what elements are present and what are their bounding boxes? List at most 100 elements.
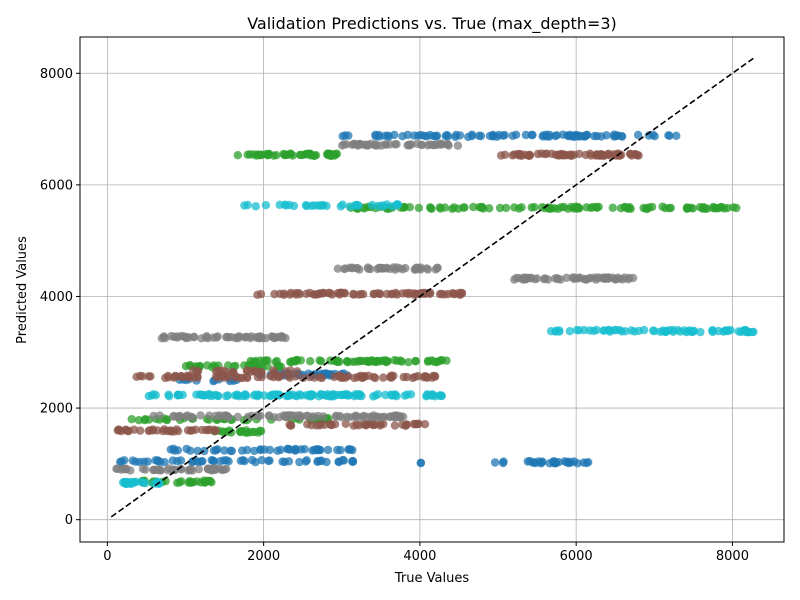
data-point bbox=[411, 289, 420, 299]
data-point bbox=[305, 392, 314, 401]
data-point bbox=[206, 391, 216, 401]
data-point bbox=[222, 367, 231, 377]
data-point bbox=[270, 368, 279, 377]
data-point bbox=[228, 368, 238, 377]
data-point bbox=[586, 149, 595, 158]
data-point bbox=[432, 263, 442, 273]
y-tick-label: 0 bbox=[65, 513, 73, 528]
data-point bbox=[618, 275, 627, 284]
x-axis-title: True Values bbox=[394, 571, 469, 586]
data-point bbox=[251, 202, 260, 211]
data-point bbox=[134, 416, 144, 425]
data-point bbox=[293, 367, 302, 376]
data-point bbox=[181, 412, 191, 421]
data-point bbox=[209, 333, 218, 342]
data-point bbox=[422, 132, 431, 141]
data-point bbox=[205, 476, 214, 486]
data-point bbox=[353, 141, 363, 150]
data-point bbox=[436, 204, 445, 213]
data-point bbox=[523, 457, 532, 466]
data-point bbox=[343, 372, 353, 381]
data-point bbox=[289, 201, 299, 211]
data-point bbox=[569, 150, 579, 159]
data-point bbox=[131, 457, 140, 466]
data-point bbox=[153, 477, 162, 486]
data-point bbox=[586, 203, 596, 213]
data-point bbox=[257, 456, 266, 465]
data-point bbox=[188, 457, 197, 467]
data-point bbox=[335, 290, 344, 299]
x-tick-label: 8000 bbox=[716, 549, 749, 564]
data-point bbox=[455, 131, 465, 140]
reference-line bbox=[110, 57, 754, 518]
data-point bbox=[428, 140, 437, 150]
data-point bbox=[340, 140, 349, 149]
data-point bbox=[269, 413, 279, 422]
data-point bbox=[333, 264, 343, 273]
data-point bbox=[317, 373, 327, 383]
x-tick-label: 4000 bbox=[403, 549, 436, 564]
data-point bbox=[721, 326, 730, 335]
data-point bbox=[523, 273, 532, 282]
data-point bbox=[309, 201, 319, 210]
data-point bbox=[178, 390, 187, 400]
data-point bbox=[501, 203, 511, 213]
data-point bbox=[222, 391, 231, 401]
data-point bbox=[732, 203, 741, 213]
data-point bbox=[205, 411, 214, 420]
data-point bbox=[404, 358, 413, 367]
data-point bbox=[723, 203, 732, 213]
data-point bbox=[271, 390, 280, 400]
data-point bbox=[164, 464, 174, 473]
data-point bbox=[555, 327, 564, 336]
data-point bbox=[348, 445, 357, 455]
data-point bbox=[132, 372, 141, 381]
data-point bbox=[490, 458, 500, 467]
data-point bbox=[323, 445, 333, 455]
data-point bbox=[317, 357, 326, 366]
data-point bbox=[254, 428, 263, 437]
data-point bbox=[149, 411, 158, 421]
data-point bbox=[300, 445, 309, 454]
data-point bbox=[508, 131, 517, 140]
data-point bbox=[284, 457, 294, 466]
data-point bbox=[702, 204, 712, 213]
data-point bbox=[608, 273, 617, 282]
data-point bbox=[265, 445, 275, 455]
data-point bbox=[385, 373, 395, 382]
data-point bbox=[749, 327, 758, 337]
data-point bbox=[209, 446, 219, 455]
data-point bbox=[373, 201, 383, 211]
data-point bbox=[381, 390, 390, 400]
data-point bbox=[233, 151, 242, 160]
data-point bbox=[337, 390, 347, 400]
data-point bbox=[192, 367, 202, 376]
data-point bbox=[581, 131, 590, 141]
data-point bbox=[528, 130, 537, 140]
data-point bbox=[240, 201, 249, 210]
data-point bbox=[144, 426, 153, 436]
data-point bbox=[175, 411, 185, 421]
data-point bbox=[296, 412, 305, 422]
data-point bbox=[399, 372, 408, 382]
data-point bbox=[253, 333, 262, 343]
data-point bbox=[285, 391, 294, 400]
data-point bbox=[273, 332, 282, 342]
data-point bbox=[420, 420, 430, 429]
data-point bbox=[682, 327, 691, 337]
data-point bbox=[340, 264, 349, 274]
data-point bbox=[411, 356, 420, 366]
data-point bbox=[387, 391, 396, 400]
data-point bbox=[253, 290, 262, 299]
y-axis-title: Predicted Values bbox=[15, 236, 30, 344]
data-point bbox=[379, 373, 388, 382]
data-point bbox=[393, 412, 402, 421]
data-point bbox=[574, 326, 584, 335]
data-point bbox=[344, 391, 354, 400]
data-point bbox=[292, 392, 301, 401]
data-point bbox=[187, 477, 196, 487]
data-point bbox=[305, 149, 314, 159]
data-point bbox=[238, 446, 247, 455]
data-point bbox=[377, 413, 386, 422]
data-point bbox=[245, 150, 255, 159]
